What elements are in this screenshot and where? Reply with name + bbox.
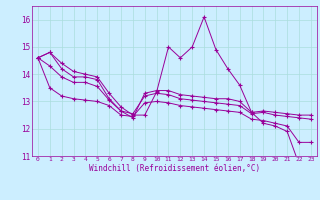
X-axis label: Windchill (Refroidissement éolien,°C): Windchill (Refroidissement éolien,°C) [89, 164, 260, 173]
